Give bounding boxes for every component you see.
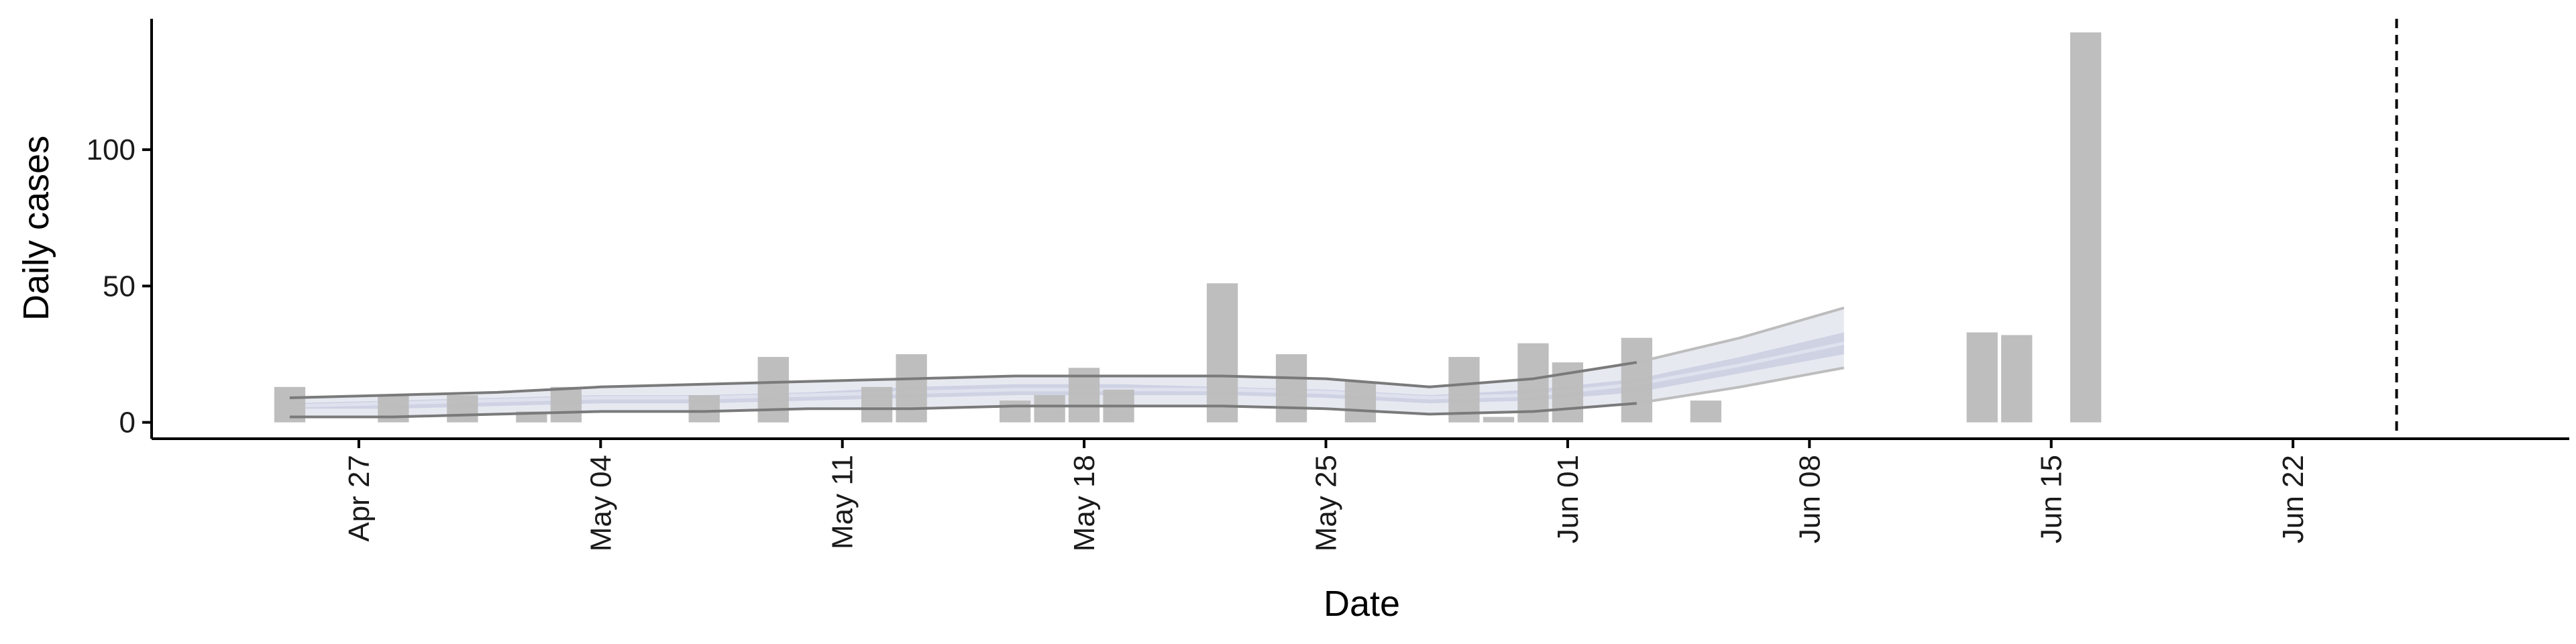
median-estimate-line: [289, 341, 1845, 408]
bar-6: [757, 357, 789, 423]
x-tick-label-8: Jun 22: [2277, 455, 2310, 543]
x-tick-label-2: May 11: [826, 455, 859, 549]
x-tick-label-1: May 04: [584, 455, 617, 551]
bar-18: [1517, 343, 1549, 423]
bar-14: [1275, 354, 1307, 423]
bar-21: [1690, 400, 1721, 423]
y-axis-title: Daily cases: [16, 136, 56, 321]
x-tick-label-7: Jun 15: [2035, 455, 2068, 543]
plot-area: [274, 19, 2398, 439]
x-tick-label-6: Jun 08: [1793, 455, 1826, 543]
bar-5: [688, 395, 720, 423]
x-tick-label-0: Apr 27: [343, 455, 376, 542]
x-axis: Apr 27 May 04 May 11 May 18 May 25 Jun 01 Jun …: [152, 437, 2569, 551]
y-tick-label-2: 100: [87, 133, 136, 166]
bar-20: [1621, 337, 1652, 423]
x-axis-title: Date: [1324, 584, 1400, 624]
upper-bound-line: [289, 361, 1638, 399]
bar-4: [550, 386, 582, 423]
x-tick-label-5: Jun 01: [1552, 455, 1585, 543]
bar-8: [896, 354, 927, 423]
bar-24: [2070, 32, 2102, 423]
x-tick-label-3: May 18: [1068, 455, 1101, 551]
uncertainty-bands: [289, 307, 1845, 417]
x-tick-label-4: May 25: [1310, 455, 1343, 551]
bar-9: [1000, 400, 1031, 423]
bar-13: [1206, 283, 1238, 423]
y-tick-label-1: 50: [103, 270, 136, 303]
bar-17: [1483, 417, 1515, 423]
bar-1: [378, 395, 409, 423]
lower-bound-line: [289, 402, 1638, 419]
bound-lines: [289, 306, 1845, 419]
y-axis: 0 50 100: [87, 19, 153, 439]
bar-16: [1448, 357, 1480, 423]
bar-15: [1344, 381, 1377, 423]
bar-10: [1034, 395, 1065, 423]
bar-7: [861, 386, 893, 423]
y-tick-label-0: 0: [119, 407, 136, 439]
upper-bound-forecast-line: [1636, 306, 1845, 364]
bar-2: [447, 395, 478, 423]
lower-bound-forecast-line: [1636, 366, 1845, 405]
bar-23: [2001, 335, 2033, 423]
bar-22: [1966, 332, 1998, 423]
